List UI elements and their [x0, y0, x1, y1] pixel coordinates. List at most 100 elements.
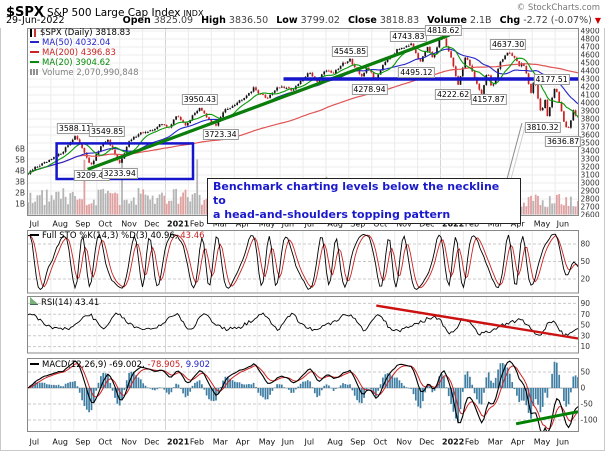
svg-text:Sep: Sep [75, 438, 90, 447]
x-axis-months-bottom: Jul Aug Sep Oct Nov Dec 2021 Feb Mar Apr May Jun Jul… [0, 434, 605, 449]
svg-text:Nov: Nov [121, 438, 137, 447]
stochastic-legend: Full STO %K(14,3) %D(3) 40.96, 43.46 [30, 231, 205, 241]
price-label: 4278.94 [351, 84, 388, 96]
axis-tick-labels: 50 0 -50 -100 [581, 368, 598, 425]
price-label: 4743.83 [390, 30, 427, 42]
svg-text:Nov: Nov [396, 438, 412, 447]
svg-text:Nov: Nov [121, 220, 137, 229]
callout-pointer-line [506, 122, 527, 180]
rsi-line [27, 312, 579, 338]
callout-line1: Benchmark charting levels below the neck… [213, 180, 500, 207]
price-label: 3588.11 [56, 123, 94, 134]
svg-text:Feb: Feb [465, 220, 479, 229]
svg-text:50: 50 [581, 368, 591, 377]
svg-text:Aug: Aug [52, 438, 68, 447]
price-label: 3233.94 [101, 167, 138, 179]
svg-text:Feb: Feb [465, 438, 479, 447]
price-label: 3950.43 [181, 94, 219, 105]
ticker-symbol: $SPX [6, 5, 44, 20]
svg-text:70: 70 [581, 310, 591, 319]
svg-text:Dec: Dec [419, 438, 434, 447]
svg-text:10: 10 [581, 342, 591, 351]
price-label: 3636.87 [544, 135, 582, 147]
svg-text:Sep: Sep [75, 220, 90, 229]
chg-value: -2.72 (-0.07%) [523, 15, 592, 26]
axis-tick-labels: 80 50 20 [581, 240, 591, 284]
sto-legend-d-value: 43.46 [177, 231, 205, 241]
svg-text:3400: 3400 [581, 147, 600, 156]
stochastic-plot: 80 50 20 [27, 230, 591, 294]
price-label: 3723.34 [202, 128, 239, 140]
rsi-red-trendline [376, 304, 579, 340]
price-axis-labels: 4900480047004600450044004300420041004000… [15, 28, 600, 217]
svg-text:Jul: Jul [304, 438, 315, 447]
svg-text:2800: 2800 [581, 195, 600, 204]
svg-text:2021: 2021 [167, 220, 190, 229]
svg-text:Dec: Dec [419, 220, 434, 229]
macd-line-icon [30, 362, 39, 365]
green-trendline [87, 33, 451, 171]
svg-text:4000: 4000 [581, 99, 600, 108]
svg-text:20: 20 [581, 275, 591, 284]
svg-text:2B: 2B [15, 189, 25, 198]
stochastic-gridlines [28, 231, 578, 292]
price-label: 4545.85 [331, 46, 369, 58]
low-label: Low [276, 15, 298, 26]
exchange-label: INDX [183, 9, 204, 18]
svg-text:Apr: Apr [236, 220, 251, 229]
svg-text:Oct: Oct [373, 438, 387, 447]
svg-text:Jun: Jun [556, 220, 570, 229]
svg-text:4100: 4100 [581, 91, 600, 100]
svg-text:Mar: Mar [488, 438, 504, 447]
svg-text:3600: 3600 [581, 131, 600, 140]
svg-text:3300: 3300 [581, 155, 600, 164]
ma20-line-icon [30, 60, 39, 63]
svg-text:Sep: Sep [350, 220, 365, 229]
candlestick-icon [30, 28, 32, 37]
month-labels: Jul Aug Sep Oct Nov Dec 2021 Feb Mar Apr May Jun Jul… [29, 438, 570, 447]
svg-text:4600: 4600 [581, 51, 600, 60]
svg-text:Jul: Jul [304, 220, 315, 229]
svg-text:May: May [259, 220, 276, 229]
price-label: 4495.12 [398, 66, 435, 78]
svg-text:4700: 4700 [581, 43, 600, 52]
chart-date: 29-Jun-2022 [6, 15, 65, 26]
svg-text:Oct: Oct [98, 220, 112, 229]
svg-text:3500: 3500 [581, 139, 600, 148]
low-value: 3799.02 [300, 15, 340, 26]
svg-text:May: May [534, 438, 551, 447]
stochastic-panel: 80 50 20 Full STO %K(14,3) %D(3) 40.96, 43… [0, 230, 605, 294]
macd-green-trendline [515, 410, 579, 426]
price-label: 4177.51 [533, 73, 570, 85]
chart-header: $SPX S&P 500 Large Cap Index INDX © StockC… [0, 0, 605, 28]
svg-text:1B: 1B [15, 200, 25, 209]
svg-text:Jul: Jul [29, 438, 40, 447]
svg-text:4500: 4500 [581, 59, 600, 68]
annotation-callout: Benchmark charting levels below the neck… [207, 178, 521, 224]
svg-text:Sep: Sep [350, 438, 365, 447]
macd-legend-text: MACD(12,26,9) -69.002, [42, 360, 145, 370]
macd-legend-signal: -78.905, [144, 360, 183, 370]
svg-text:Aug: Aug [327, 438, 343, 447]
index-name: S&P 500 Large Cap Index [46, 7, 181, 19]
svg-text:Mar: Mar [213, 438, 229, 447]
price-label: 4818.62 [425, 24, 462, 36]
rsi-panel: 90 70 50 30 10 RSI(14) 43.41 [0, 296, 605, 354]
close-value: 3818.83 [379, 15, 420, 26]
legend-ma20: MA(20) 3904.62 [42, 58, 111, 68]
legend-volume: Volume 2,070,990,848 [42, 68, 139, 78]
macd-lines [27, 360, 579, 432]
svg-text:Nov: Nov [396, 220, 412, 229]
macd-panel: 50 0 -50 -100 MACD(12,26,9) -69.002, -78.90… [0, 358, 605, 432]
svg-text:2021: 2021 [167, 438, 190, 447]
stockcharts-credit: © StockCharts.com [516, 3, 600, 13]
svg-text:May: May [534, 220, 551, 229]
stochastic-lines [27, 233, 579, 291]
svg-text:4800: 4800 [581, 35, 600, 44]
price-label: 3549.85 [88, 126, 126, 137]
svg-text:Apr: Apr [511, 438, 526, 447]
svg-text:Feb: Feb [190, 438, 204, 447]
